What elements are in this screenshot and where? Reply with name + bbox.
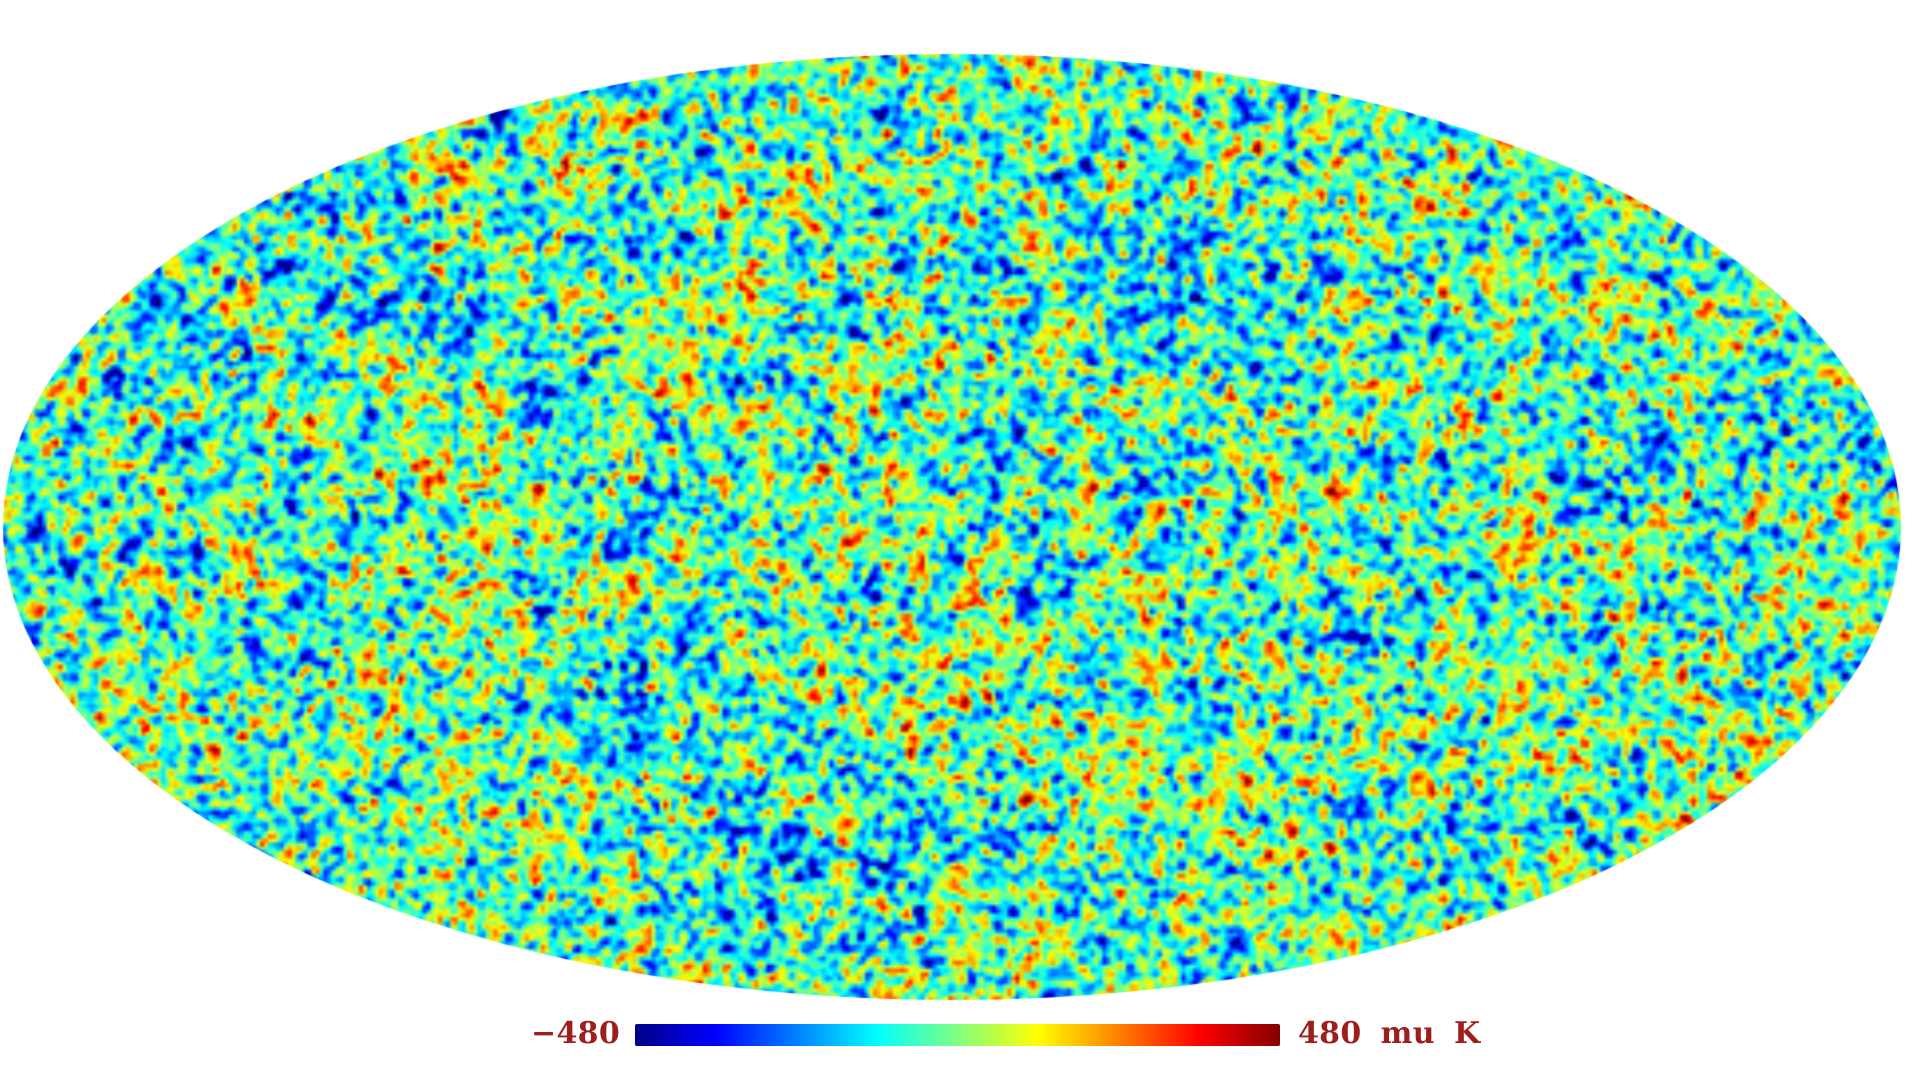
mollweide-sky-map-canvas bbox=[0, 0, 1920, 1080]
cmb-sky-map-figure: −480 480 mu K bbox=[0, 0, 1920, 1080]
colorbar-gradient bbox=[635, 1024, 1280, 1046]
colorbar-min-label: −480 bbox=[420, 1018, 620, 1050]
colorbar-max-label: 480 mu K bbox=[1298, 1018, 1480, 1050]
